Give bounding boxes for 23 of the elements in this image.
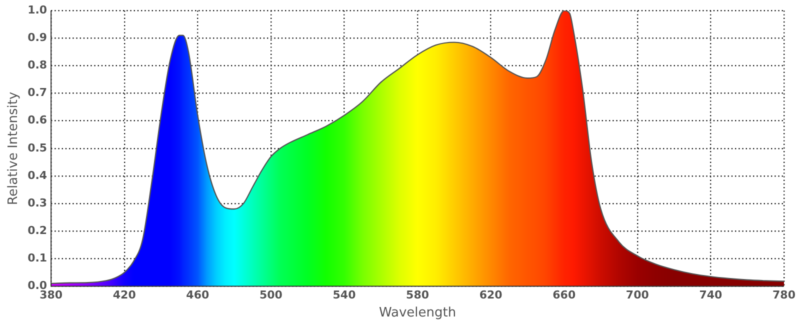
y-tick-label: 0.8 — [28, 58, 48, 72]
y-tick-label: 0.7 — [28, 86, 48, 100]
y-tick-label: 0.5 — [28, 141, 48, 154]
x-tick-label: 380 — [40, 288, 63, 302]
x-tick-label: 420 — [112, 288, 136, 302]
x-tick-label: 580 — [406, 288, 430, 302]
y-tick-label: 0.2 — [28, 224, 48, 237]
y-tick-label: 0.9 — [28, 31, 48, 44]
x-tick-label: 620 — [479, 288, 503, 302]
y-tick-label: 0.3 — [28, 196, 48, 210]
y-tick-label: 0.4 — [28, 168, 48, 182]
y-tick-label: 1.0 — [28, 3, 48, 16]
x-tick-label: 540 — [332, 288, 356, 302]
x-tick-label: 500 — [259, 288, 283, 302]
x-tick-label: 460 — [186, 288, 210, 302]
x-tick-label: 740 — [699, 288, 723, 302]
x-axis-title: Wavelength — [378, 306, 456, 321]
x-tick-label: 700 — [626, 288, 650, 302]
y-tick-label: 0.6 — [28, 114, 48, 127]
y-axis-title: Relative Intensity — [6, 92, 22, 205]
y-tick-label: 0.1 — [28, 252, 48, 264]
x-tick-label: 660 — [552, 288, 576, 302]
x-tick-label: 780 — [772, 288, 796, 302]
